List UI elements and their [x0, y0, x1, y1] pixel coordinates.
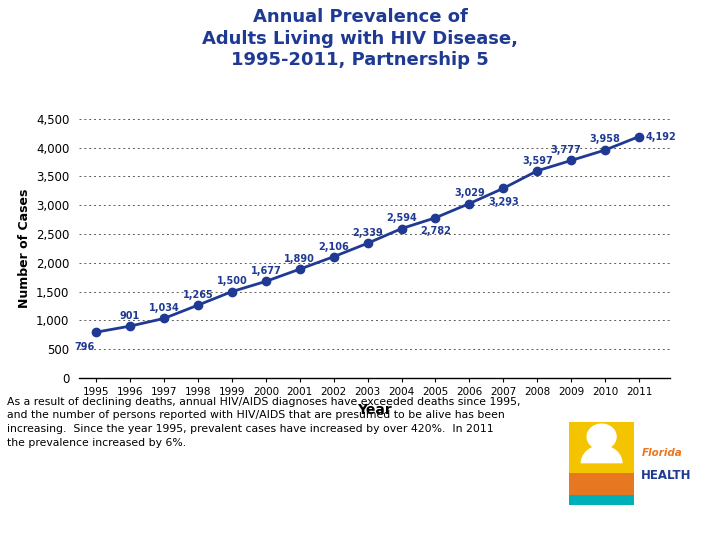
- Text: 3,958: 3,958: [590, 134, 621, 144]
- Text: Florida: Florida: [642, 448, 682, 458]
- Text: 2,594: 2,594: [386, 213, 417, 224]
- Text: As a result of declining deaths, annual HIV/AIDS diagnoses have exceeded deaths : As a result of declining deaths, annual …: [7, 397, 521, 448]
- Text: 3,029: 3,029: [454, 188, 485, 198]
- Y-axis label: Number of Cases: Number of Cases: [17, 188, 30, 308]
- Wedge shape: [580, 445, 623, 463]
- Text: Annual Prevalence of
Adults Living with HIV Disease,
1995-2011, Partnership 5: Annual Prevalence of Adults Living with …: [202, 8, 518, 69]
- Text: 2,782: 2,782: [420, 226, 451, 237]
- Circle shape: [588, 424, 616, 449]
- Text: 796: 796: [74, 342, 94, 352]
- Text: HEALTH: HEALTH: [642, 469, 692, 482]
- Text: 3,293: 3,293: [488, 197, 518, 207]
- Text: 1,890: 1,890: [284, 254, 315, 264]
- X-axis label: Year: Year: [357, 403, 392, 416]
- Text: 1,677: 1,677: [251, 266, 282, 276]
- Text: 3,597: 3,597: [522, 156, 553, 166]
- Bar: [569, 473, 634, 505]
- Text: 2,339: 2,339: [352, 228, 383, 238]
- Text: 1,034: 1,034: [148, 303, 179, 313]
- Text: 1,265: 1,265: [183, 290, 213, 300]
- Text: 1,500: 1,500: [217, 276, 247, 286]
- Text: 3,777: 3,777: [551, 145, 582, 156]
- Text: 901: 901: [120, 311, 140, 321]
- Bar: [569, 495, 634, 505]
- Bar: [569, 422, 634, 476]
- Text: 4,192: 4,192: [645, 132, 676, 141]
- Text: 2,106: 2,106: [318, 241, 349, 252]
